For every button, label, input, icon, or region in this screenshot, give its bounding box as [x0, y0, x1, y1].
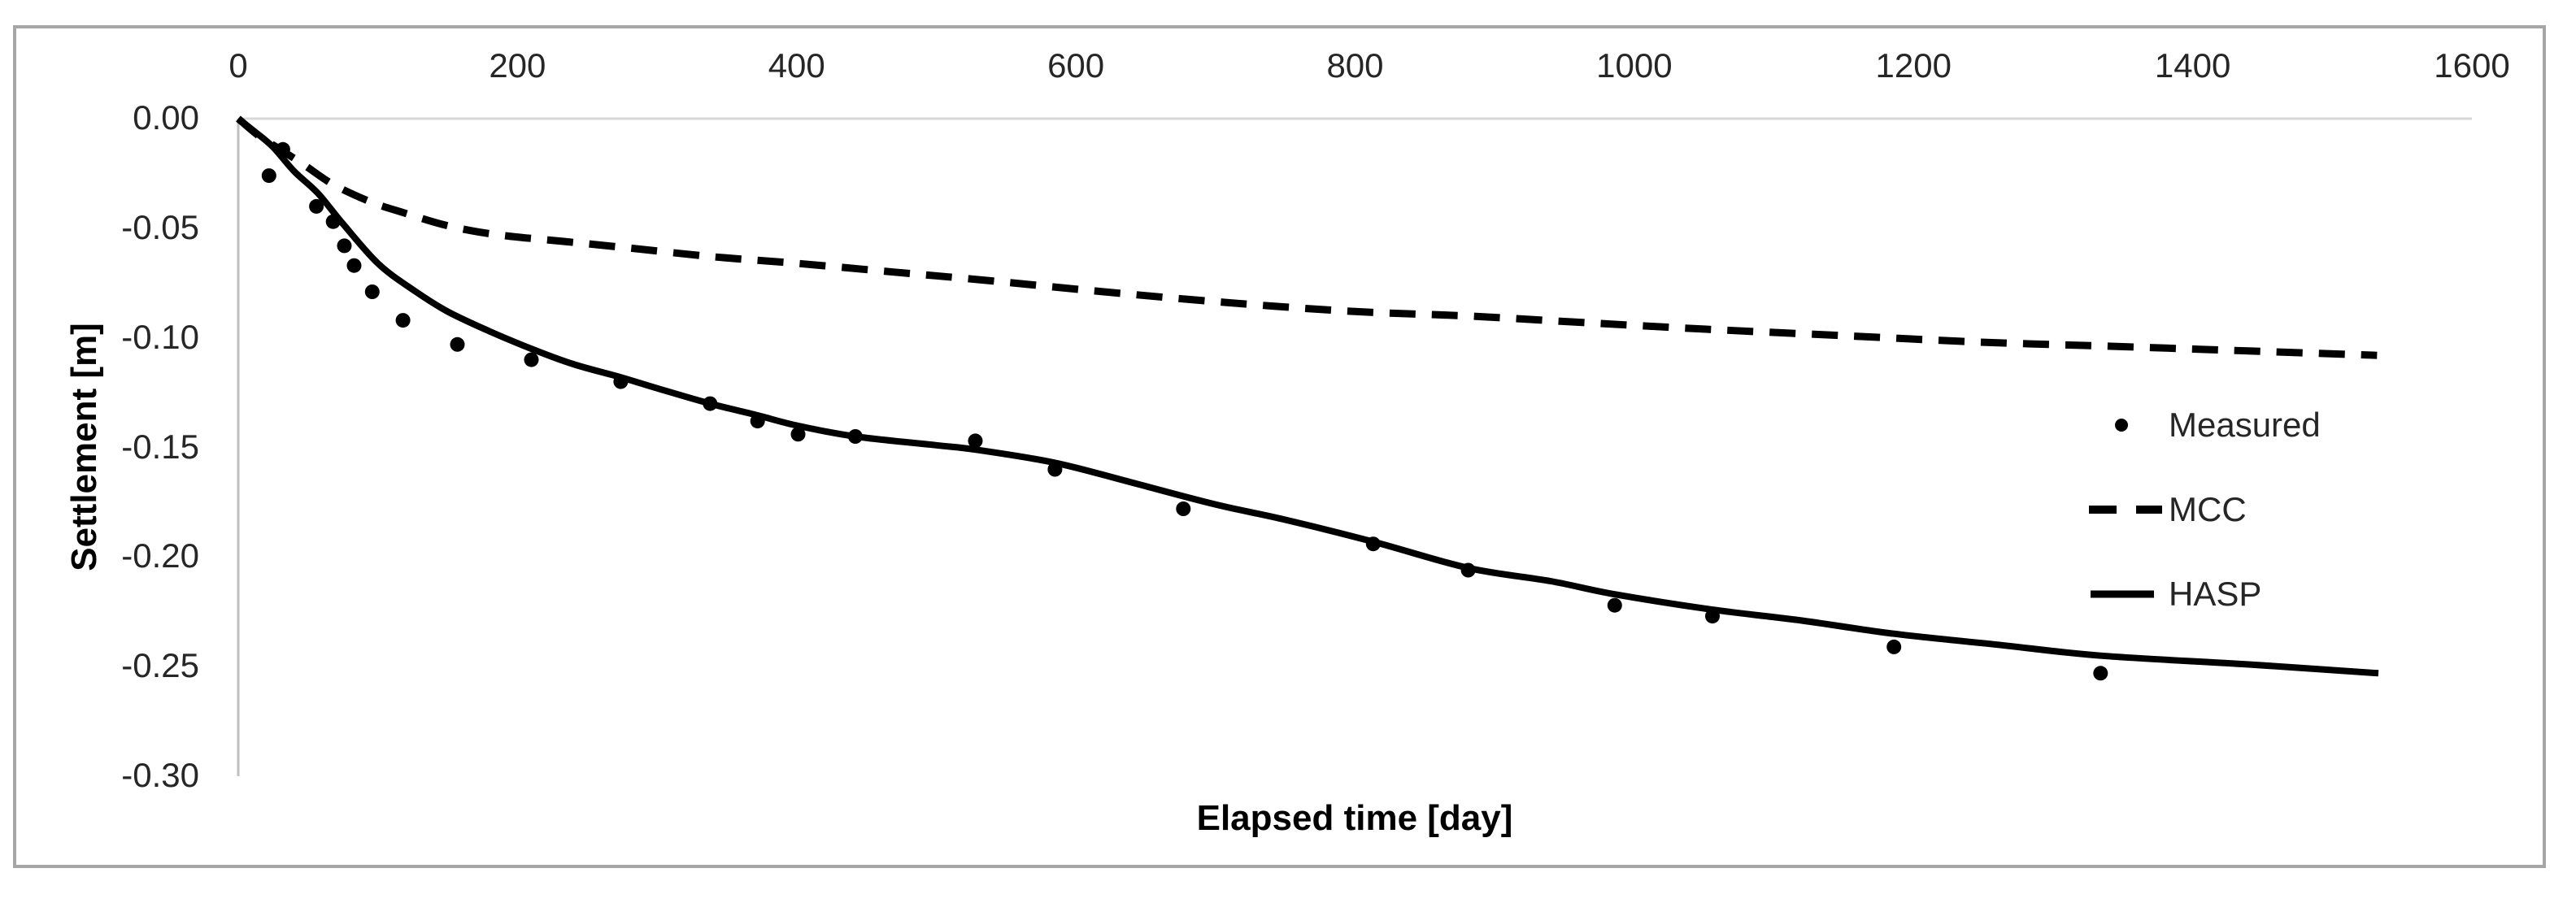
- measured-point: [309, 198, 324, 214]
- x-tick-label: 0: [228, 46, 248, 85]
- measured-point: [261, 168, 276, 184]
- x-tick-label: 600: [1047, 46, 1105, 85]
- measured-point: [790, 427, 806, 442]
- y-tick-label: -0.05: [121, 207, 199, 246]
- x-tick-label: 1200: [1875, 46, 1952, 85]
- y-tick-label: -0.30: [121, 756, 199, 794]
- measured-point: [346, 258, 362, 273]
- x-axis-title: Elapsed time [day]: [1196, 798, 1513, 838]
- legend-label: MCC: [2169, 490, 2247, 528]
- x-tick-label: 400: [768, 46, 825, 85]
- legend-dashed-line-icon: [2089, 506, 2162, 514]
- measured-point: [968, 433, 983, 449]
- legend-label: Measured: [2169, 406, 2321, 444]
- y-tick-label: -0.15: [121, 427, 199, 466]
- measured-point: [450, 336, 465, 352]
- legend-label: HASP: [2169, 575, 2262, 613]
- measured-point: [337, 238, 352, 254]
- chart-frame: [13, 25, 2546, 868]
- measured-point: [1176, 501, 1191, 516]
- x-tick-label: 1600: [2434, 46, 2510, 85]
- hasp-curve: [236, 115, 2379, 677]
- x-tick-label: 800: [1326, 46, 1384, 85]
- x-tick-label: 1000: [1596, 46, 1673, 85]
- legend-solid-line-icon: [2091, 590, 2154, 598]
- y-tick-label: -0.20: [121, 536, 199, 575]
- mcc-curve: [236, 115, 2378, 359]
- measured-point: [1607, 597, 1622, 613]
- y-tick-label: -0.25: [121, 646, 199, 685]
- measured-point: [524, 352, 539, 367]
- y-tick-label: 0.00: [133, 98, 199, 137]
- measured-point: [395, 313, 411, 328]
- x-tick-label: 200: [489, 46, 546, 85]
- legend-dot-icon: [2115, 419, 2128, 432]
- measured-point: [364, 284, 380, 299]
- measured-point: [1886, 639, 1902, 654]
- legend-item-measured: Measured: [2069, 401, 2321, 449]
- y-tick-label: -0.10: [121, 317, 199, 356]
- legend-item-mcc: MCC: [2069, 485, 2247, 534]
- y-axis-title: Settlement [m]: [64, 323, 104, 571]
- measured-point: [2093, 666, 2108, 681]
- x-tick-label: 1400: [2154, 46, 2231, 85]
- legend-item-hasp: HASP: [2069, 570, 2261, 619]
